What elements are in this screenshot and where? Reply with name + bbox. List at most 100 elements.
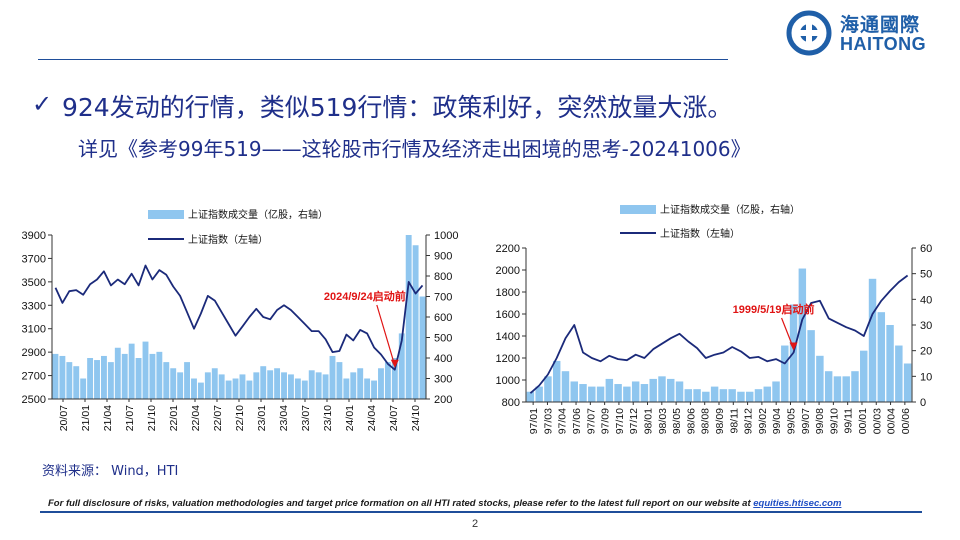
x-tick-label: 00/06	[900, 408, 912, 434]
left-tick-label: 1200	[496, 353, 520, 365]
volume-bar	[184, 362, 190, 399]
volume-bar	[754, 389, 763, 402]
volume-bar	[588, 386, 596, 402]
left-tick-label: 1800	[496, 287, 520, 299]
x-tick-label: 99/05	[785, 408, 797, 434]
volume-bar	[384, 362, 391, 399]
volume-bar	[824, 371, 833, 402]
legend-volume-label: 上证指数成交量（亿股，右轴）	[660, 203, 800, 216]
right-tick-label: 800	[434, 271, 452, 283]
chart1-legend: 上证指数成交量（亿股，右轴） 上证指数（左轴）	[148, 208, 328, 246]
right-tick-label: 200	[434, 394, 452, 406]
x-tick-label: 00/01	[857, 408, 869, 434]
haitong-emblem-icon	[786, 10, 832, 56]
x-tick-label: 22/04	[190, 405, 202, 431]
volume-bar	[267, 370, 274, 399]
volume-bar	[614, 384, 622, 402]
volume-bar	[798, 268, 807, 402]
right-tick-label: 500	[434, 333, 452, 345]
volume-bar	[807, 330, 815, 402]
volume-bar	[239, 374, 246, 399]
x-tick-label: 22/01	[168, 405, 180, 431]
volume-bar	[253, 372, 260, 399]
volume-bar	[308, 370, 315, 399]
volume-bar	[579, 384, 587, 402]
x-tick-label: 98/01	[643, 408, 655, 434]
volume-bar	[561, 371, 570, 402]
left-tick-label: 2700	[22, 371, 46, 383]
x-tick-label: 97/12	[628, 408, 640, 434]
left-tick-label: 3300	[22, 300, 46, 312]
volume-bar	[781, 345, 789, 402]
volume-bar	[552, 360, 561, 402]
x-tick-label: 97/04	[557, 408, 569, 434]
volume-bar	[419, 296, 426, 399]
volume-bar	[232, 378, 239, 399]
volume-bar	[412, 245, 419, 399]
volume-bar	[570, 381, 578, 402]
volume-bar	[596, 386, 605, 402]
x-tick-label: 22/10	[234, 405, 246, 431]
volume-bar	[142, 341, 149, 399]
volume-bar	[544, 376, 552, 402]
x-tick-label: 00/03	[871, 408, 883, 434]
volume-bar	[868, 278, 877, 402]
x-tick-label: 23/04	[278, 405, 290, 431]
volume-bar	[693, 389, 701, 402]
right-tick-label: 700	[434, 292, 452, 304]
website-link[interactable]: equities.htisec.com	[753, 498, 842, 509]
volume-bar	[288, 374, 294, 399]
volume-bar	[156, 351, 163, 399]
volume-bar	[170, 368, 177, 399]
volume-bar	[350, 372, 357, 399]
right-tick-label: 400	[434, 353, 452, 365]
x-tick-label: 23/10	[322, 405, 334, 431]
x-tick-label: 97/07	[585, 408, 597, 434]
volume-bar	[281, 372, 287, 399]
x-tick-label: 00/04	[886, 408, 898, 434]
volume-bar	[315, 372, 322, 399]
left-tick-label: 1600	[496, 309, 520, 321]
volume-bar	[177, 372, 184, 399]
haitong-logo	[786, 10, 936, 56]
x-tick-label: 24/07	[388, 405, 400, 431]
left-tick-label: 3500	[22, 277, 46, 289]
x-tick-label: 99/08	[814, 408, 826, 434]
volume-bar	[149, 353, 156, 399]
x-tick-label: 98/08	[700, 408, 712, 434]
volume-bar	[772, 381, 780, 402]
volume-bar	[535, 386, 543, 402]
volume-bar	[114, 347, 121, 399]
x-tick-label: 97/10	[614, 408, 626, 434]
volume-bar	[197, 382, 204, 399]
volume-bar	[204, 372, 211, 399]
volume-bar	[737, 391, 745, 402]
volume-bar	[398, 333, 405, 399]
right-tick-label: 300	[434, 374, 452, 386]
x-tick-label: 99/04	[771, 408, 783, 434]
header-divider	[38, 59, 728, 60]
volume-bar	[163, 362, 170, 399]
right-tick-label: 600	[434, 312, 452, 324]
right-tick-label: 10	[920, 371, 932, 383]
volume-bar	[895, 345, 903, 402]
x-tick-label: 24/04	[366, 405, 378, 431]
x-tick-label: 97/03	[542, 408, 554, 434]
x-tick-label: 21/07	[124, 405, 136, 431]
volume-bar	[886, 325, 894, 402]
source-note: 资料来源： Wind，HTI	[42, 464, 179, 479]
volume-bar	[211, 368, 218, 399]
volume-bar	[378, 368, 384, 399]
volume-bar	[246, 380, 253, 399]
volume-bar	[121, 353, 128, 399]
volume-bar	[728, 389, 736, 402]
disclaimer: For full disclosure of risks, valuation …	[48, 498, 841, 509]
right-tick-label: 50	[920, 269, 932, 281]
volume-bar	[357, 368, 364, 399]
chart1-annotation: 2024/9/24启动前	[324, 289, 406, 368]
x-tick-label: 20/07	[58, 405, 70, 431]
page-number: 2	[472, 518, 479, 530]
volume-bar	[719, 389, 728, 402]
right-tick-label: 60	[920, 243, 932, 255]
page-title: 924发动的行情，类似519行情：政策利好，突然放量大涨。	[62, 93, 733, 122]
